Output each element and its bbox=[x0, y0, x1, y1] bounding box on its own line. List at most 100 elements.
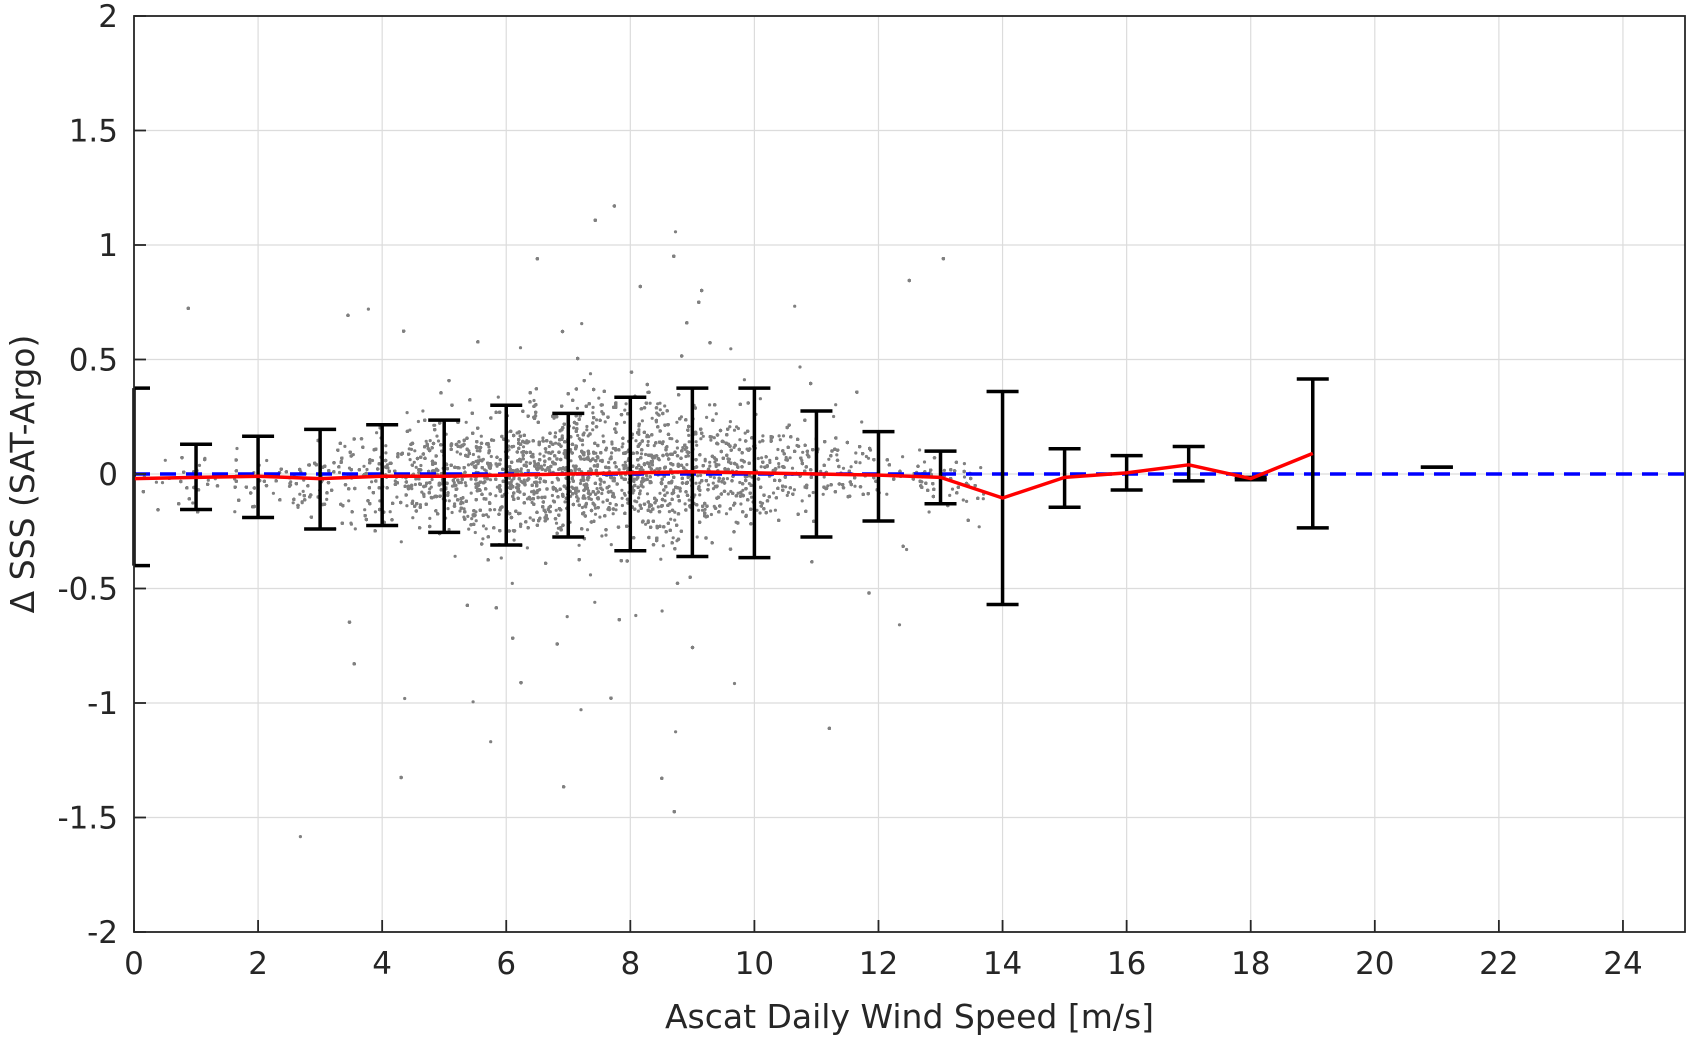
scatter-point bbox=[597, 397, 600, 400]
scatter-point bbox=[647, 440, 650, 443]
scatter-point bbox=[429, 439, 432, 442]
scatter-point bbox=[727, 492, 730, 495]
scatter-point bbox=[363, 508, 366, 511]
scatter-point bbox=[400, 540, 403, 543]
scatter-point bbox=[695, 444, 698, 447]
scatter-point bbox=[529, 516, 532, 519]
scatter-point bbox=[395, 496, 398, 499]
scatter-point bbox=[672, 536, 675, 539]
scatter-point bbox=[623, 409, 626, 412]
scatter-point bbox=[777, 462, 780, 465]
scatter-point bbox=[589, 372, 592, 375]
scatter-point bbox=[669, 518, 672, 521]
scatter-point bbox=[658, 492, 661, 495]
scatter-point bbox=[451, 511, 454, 514]
scatter-point bbox=[963, 475, 966, 478]
scatter-point bbox=[413, 449, 416, 452]
scatter-point bbox=[425, 440, 428, 443]
scatter-point bbox=[572, 426, 575, 429]
scatter-point bbox=[853, 485, 856, 488]
scatter-point bbox=[778, 434, 781, 437]
scatter-point bbox=[532, 493, 535, 496]
scatter-point bbox=[298, 493, 301, 496]
scatter-point bbox=[674, 230, 677, 233]
scatter-point bbox=[791, 467, 794, 470]
scatter-point bbox=[827, 458, 830, 461]
scatter-point bbox=[481, 537, 484, 540]
scatter-point bbox=[403, 697, 406, 700]
scatter-point bbox=[610, 442, 613, 445]
scatter-point bbox=[656, 402, 659, 405]
scatter-point bbox=[715, 412, 718, 415]
scatter-point bbox=[659, 558, 662, 561]
scatter-point bbox=[729, 347, 732, 350]
scatter-point bbox=[544, 450, 547, 453]
scatter-point bbox=[347, 499, 350, 502]
scatter-point bbox=[470, 478, 473, 481]
scatter-point bbox=[649, 402, 652, 405]
scatter-point bbox=[641, 419, 644, 422]
scatter-point bbox=[566, 615, 569, 618]
scatter-point bbox=[325, 498, 328, 501]
scatter-point bbox=[370, 480, 373, 483]
scatter-point bbox=[480, 435, 483, 438]
scatter-point bbox=[698, 493, 701, 496]
scatter-point bbox=[600, 534, 603, 537]
scatter-point bbox=[604, 420, 607, 423]
scatter-point bbox=[410, 487, 413, 490]
scatter-point bbox=[511, 582, 514, 585]
scatter-point bbox=[759, 397, 762, 400]
scatter-point bbox=[918, 448, 921, 451]
scatter-point bbox=[858, 461, 861, 464]
scatter-point bbox=[708, 465, 711, 468]
scatter-point bbox=[708, 403, 711, 406]
scatter-point bbox=[555, 522, 558, 525]
scatter-point bbox=[717, 480, 720, 483]
scatter-point bbox=[644, 453, 647, 456]
scatter-point bbox=[555, 509, 558, 512]
scatter-point bbox=[726, 457, 729, 460]
scatter-point bbox=[651, 417, 654, 420]
scatter-point bbox=[774, 509, 777, 512]
scatter-point bbox=[459, 452, 462, 455]
scatter-point bbox=[668, 437, 671, 440]
scatter-point bbox=[375, 431, 378, 434]
scatter-point bbox=[592, 406, 595, 409]
scatter-point bbox=[474, 531, 477, 534]
scatter-point bbox=[901, 455, 904, 458]
scatter-point bbox=[687, 434, 690, 437]
scatter-point bbox=[483, 468, 486, 471]
scatter-point bbox=[801, 499, 804, 502]
scatter-point bbox=[349, 522, 352, 525]
scatter-point bbox=[928, 510, 931, 513]
scatter-point bbox=[470, 492, 473, 495]
scatter-point bbox=[729, 420, 732, 423]
scatter-point bbox=[610, 543, 613, 546]
scatter-point bbox=[265, 459, 268, 462]
scatter-point bbox=[688, 440, 691, 443]
scatter-point bbox=[526, 546, 529, 549]
scatter-point bbox=[621, 442, 624, 445]
scatter-point bbox=[543, 463, 546, 466]
scatter-point bbox=[389, 510, 392, 513]
scatter-point bbox=[435, 435, 438, 438]
scatter-point bbox=[485, 527, 488, 530]
scatter-point bbox=[609, 502, 612, 505]
scatter-point bbox=[661, 609, 664, 612]
scatter-point bbox=[786, 494, 789, 497]
scatter-point bbox=[589, 573, 592, 576]
scatter-point bbox=[832, 415, 835, 418]
scatter-point bbox=[812, 491, 815, 494]
scatter-point bbox=[541, 439, 544, 442]
scatter-point bbox=[542, 455, 545, 458]
scatter-point bbox=[835, 453, 838, 456]
scatter-point bbox=[576, 407, 579, 410]
scatter-point bbox=[854, 451, 857, 454]
scatter-point bbox=[604, 534, 607, 537]
scatter-point bbox=[532, 399, 535, 402]
scatter-point bbox=[759, 511, 762, 514]
scatter-point bbox=[432, 424, 435, 427]
scatter-point bbox=[575, 492, 578, 495]
